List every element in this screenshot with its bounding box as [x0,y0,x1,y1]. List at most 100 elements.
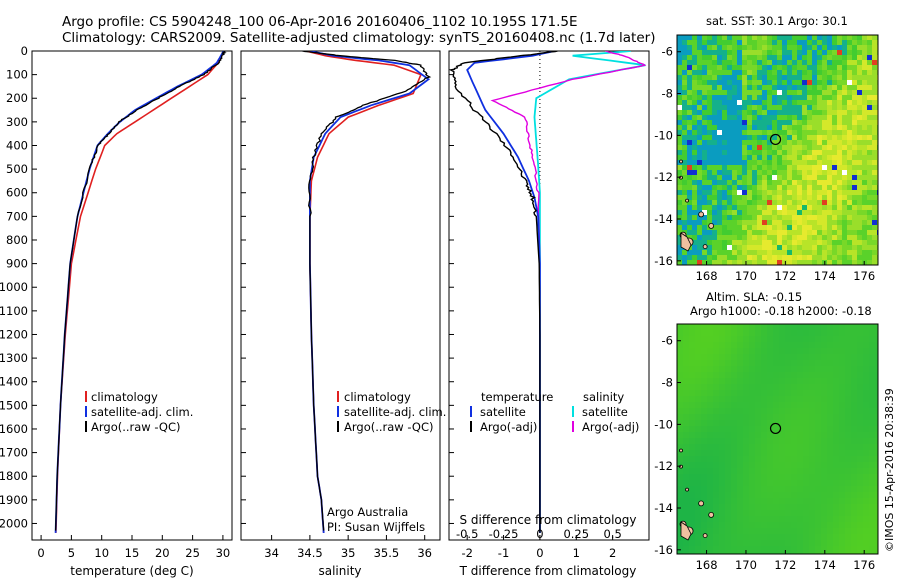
sst-cell [862,180,867,185]
sla-cell [677,438,683,444]
sla-cell [815,330,821,336]
sla-cell [863,552,869,554]
sla-cell [803,516,809,522]
sst-cell [777,220,782,225]
sst-cell [682,175,687,180]
sst-cell [842,200,847,205]
sst-cell [772,85,777,90]
sla-cell [779,426,785,432]
sst-cell [792,165,797,170]
sla-cell [875,522,878,528]
legend-swatch-satellite [85,406,87,417]
legend-temperature-title: temperature [481,390,553,404]
sst-cell [682,150,687,155]
x-tick-label: 25 [185,546,200,560]
sst-cell [772,60,777,65]
sst-cell [842,85,847,90]
sst-cell [697,165,702,170]
sla-cell [683,414,689,420]
sst-cell [782,105,787,110]
sst-cell [682,215,687,220]
sst-cell [862,160,867,165]
sst-cell [827,70,832,75]
sst-cell [852,235,857,240]
sla-cell [707,390,713,396]
sst-cell [677,120,682,125]
sst-cell [797,140,802,145]
sst-cell [802,150,807,155]
sst-cell [857,180,862,185]
sst-cell [712,250,717,255]
sst-cell [802,215,807,220]
sst-cell [732,120,737,125]
sla-cell [779,348,785,354]
sla-cell [701,324,707,330]
sst-cell [837,210,842,215]
sla-cell [779,366,785,372]
sla-cell [797,480,803,486]
sla-cell [707,348,713,354]
sla-cell [701,486,707,492]
sla-cell [809,516,815,522]
sla-cell [809,414,815,420]
sla-cell [737,438,743,444]
sst-cell [782,230,787,235]
sla-cell [833,336,839,342]
sla-cell [725,336,731,342]
sst-cell [757,215,762,220]
sst-cell [827,35,832,40]
sla-cell [677,450,683,456]
sla-cell [755,426,761,432]
legend-swatch-satellite [337,406,339,417]
sla-cell [701,396,707,402]
sla-cell [827,468,833,474]
legend-swatch-temperature-satellite [470,406,472,417]
sla-cell [683,540,689,546]
sst-cell [797,175,802,180]
map-x-tick-label: 170 [735,558,757,572]
sla-cell [779,528,785,534]
sla-cell [869,504,875,510]
sla-cell [809,372,815,378]
sst-cell [697,75,702,80]
sst-cell [732,50,737,55]
sst-cell [857,185,862,190]
sst-cell [732,215,737,220]
sla-cell [677,492,683,498]
sla-cell [707,360,713,366]
sst-cell [732,125,737,130]
sst-cell [737,240,742,245]
sst-cell [817,120,822,125]
sst-cell [802,55,807,60]
sst-cell [697,130,702,135]
sla-cell [683,396,689,402]
sla-cell [803,342,809,348]
sla-cell [809,438,815,444]
sst-cell [747,45,752,50]
sst-cell [742,245,747,250]
sla-cell [677,378,683,384]
sla-cell [779,354,785,360]
sst-cell [697,135,702,140]
sst-cell [692,135,697,140]
sst-cell [837,165,842,170]
sst-cell [747,220,752,225]
sst-cell [867,170,872,175]
sst-cell [837,125,842,130]
sst-cell [752,135,757,140]
sla-cell [677,342,683,348]
sla-cell [731,516,737,522]
sst-cell [782,40,787,45]
sla-cell [725,420,731,426]
sla-cell [749,438,755,444]
sla-cell [707,468,713,474]
sst-cell [832,125,837,130]
sla-cell [857,414,863,420]
sst-cell [702,220,707,225]
sst-cell [727,70,732,75]
sst-cell [822,140,827,145]
sla-cell [761,414,767,420]
sst-cell [837,150,842,155]
sst-cell [777,165,782,170]
sst-cell [747,100,752,105]
